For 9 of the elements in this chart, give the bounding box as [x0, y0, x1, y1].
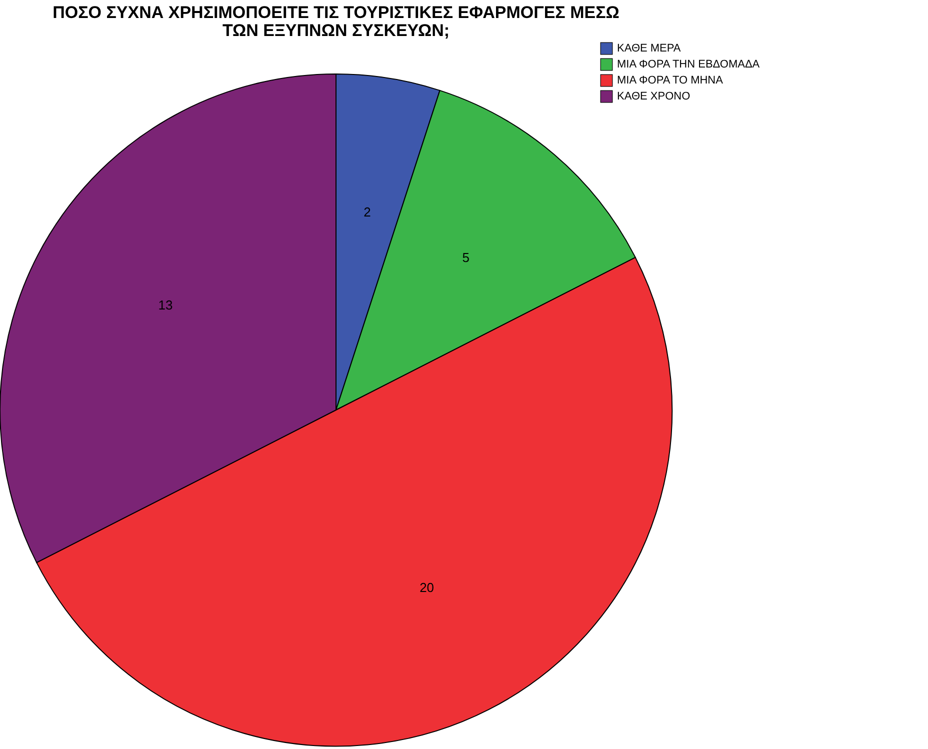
data-label: 13	[158, 298, 173, 312]
legend-label: ΚΑΘΕ ΧΡΟΝΟ	[617, 90, 691, 102]
legend-label: ΚΑΘΕ ΜΕΡΑ	[617, 42, 682, 54]
data-label: 2	[364, 204, 371, 220]
chart-title: ΠΟΣΟ ΣΥΧΝΑ ΧΡΗΣΙΜΟΠΟΕΙΤΕ ΤΙΣ ΤΟΥΡΙΣΤΙΚΕΣ ΕΦΑΡΜΟΓΕΣ ΜΕΣΩ ΤΩΝ ΕΞΥΠΝΩΝ ΣΥΣΚΕΥΩΝ;	[52, 3, 620, 40]
legend-label: ΜΙΑ ΦΟΡΑ ΤΗΝ ΕΒΔΟΜΑΔΑ	[617, 58, 760, 70]
legend-label: ΜΙΑ ΦΟΡΑ ΤΟ ΜΗΝΑ	[617, 74, 724, 86]
data-label: 5	[462, 250, 470, 265]
data-label: 20	[420, 580, 434, 596]
